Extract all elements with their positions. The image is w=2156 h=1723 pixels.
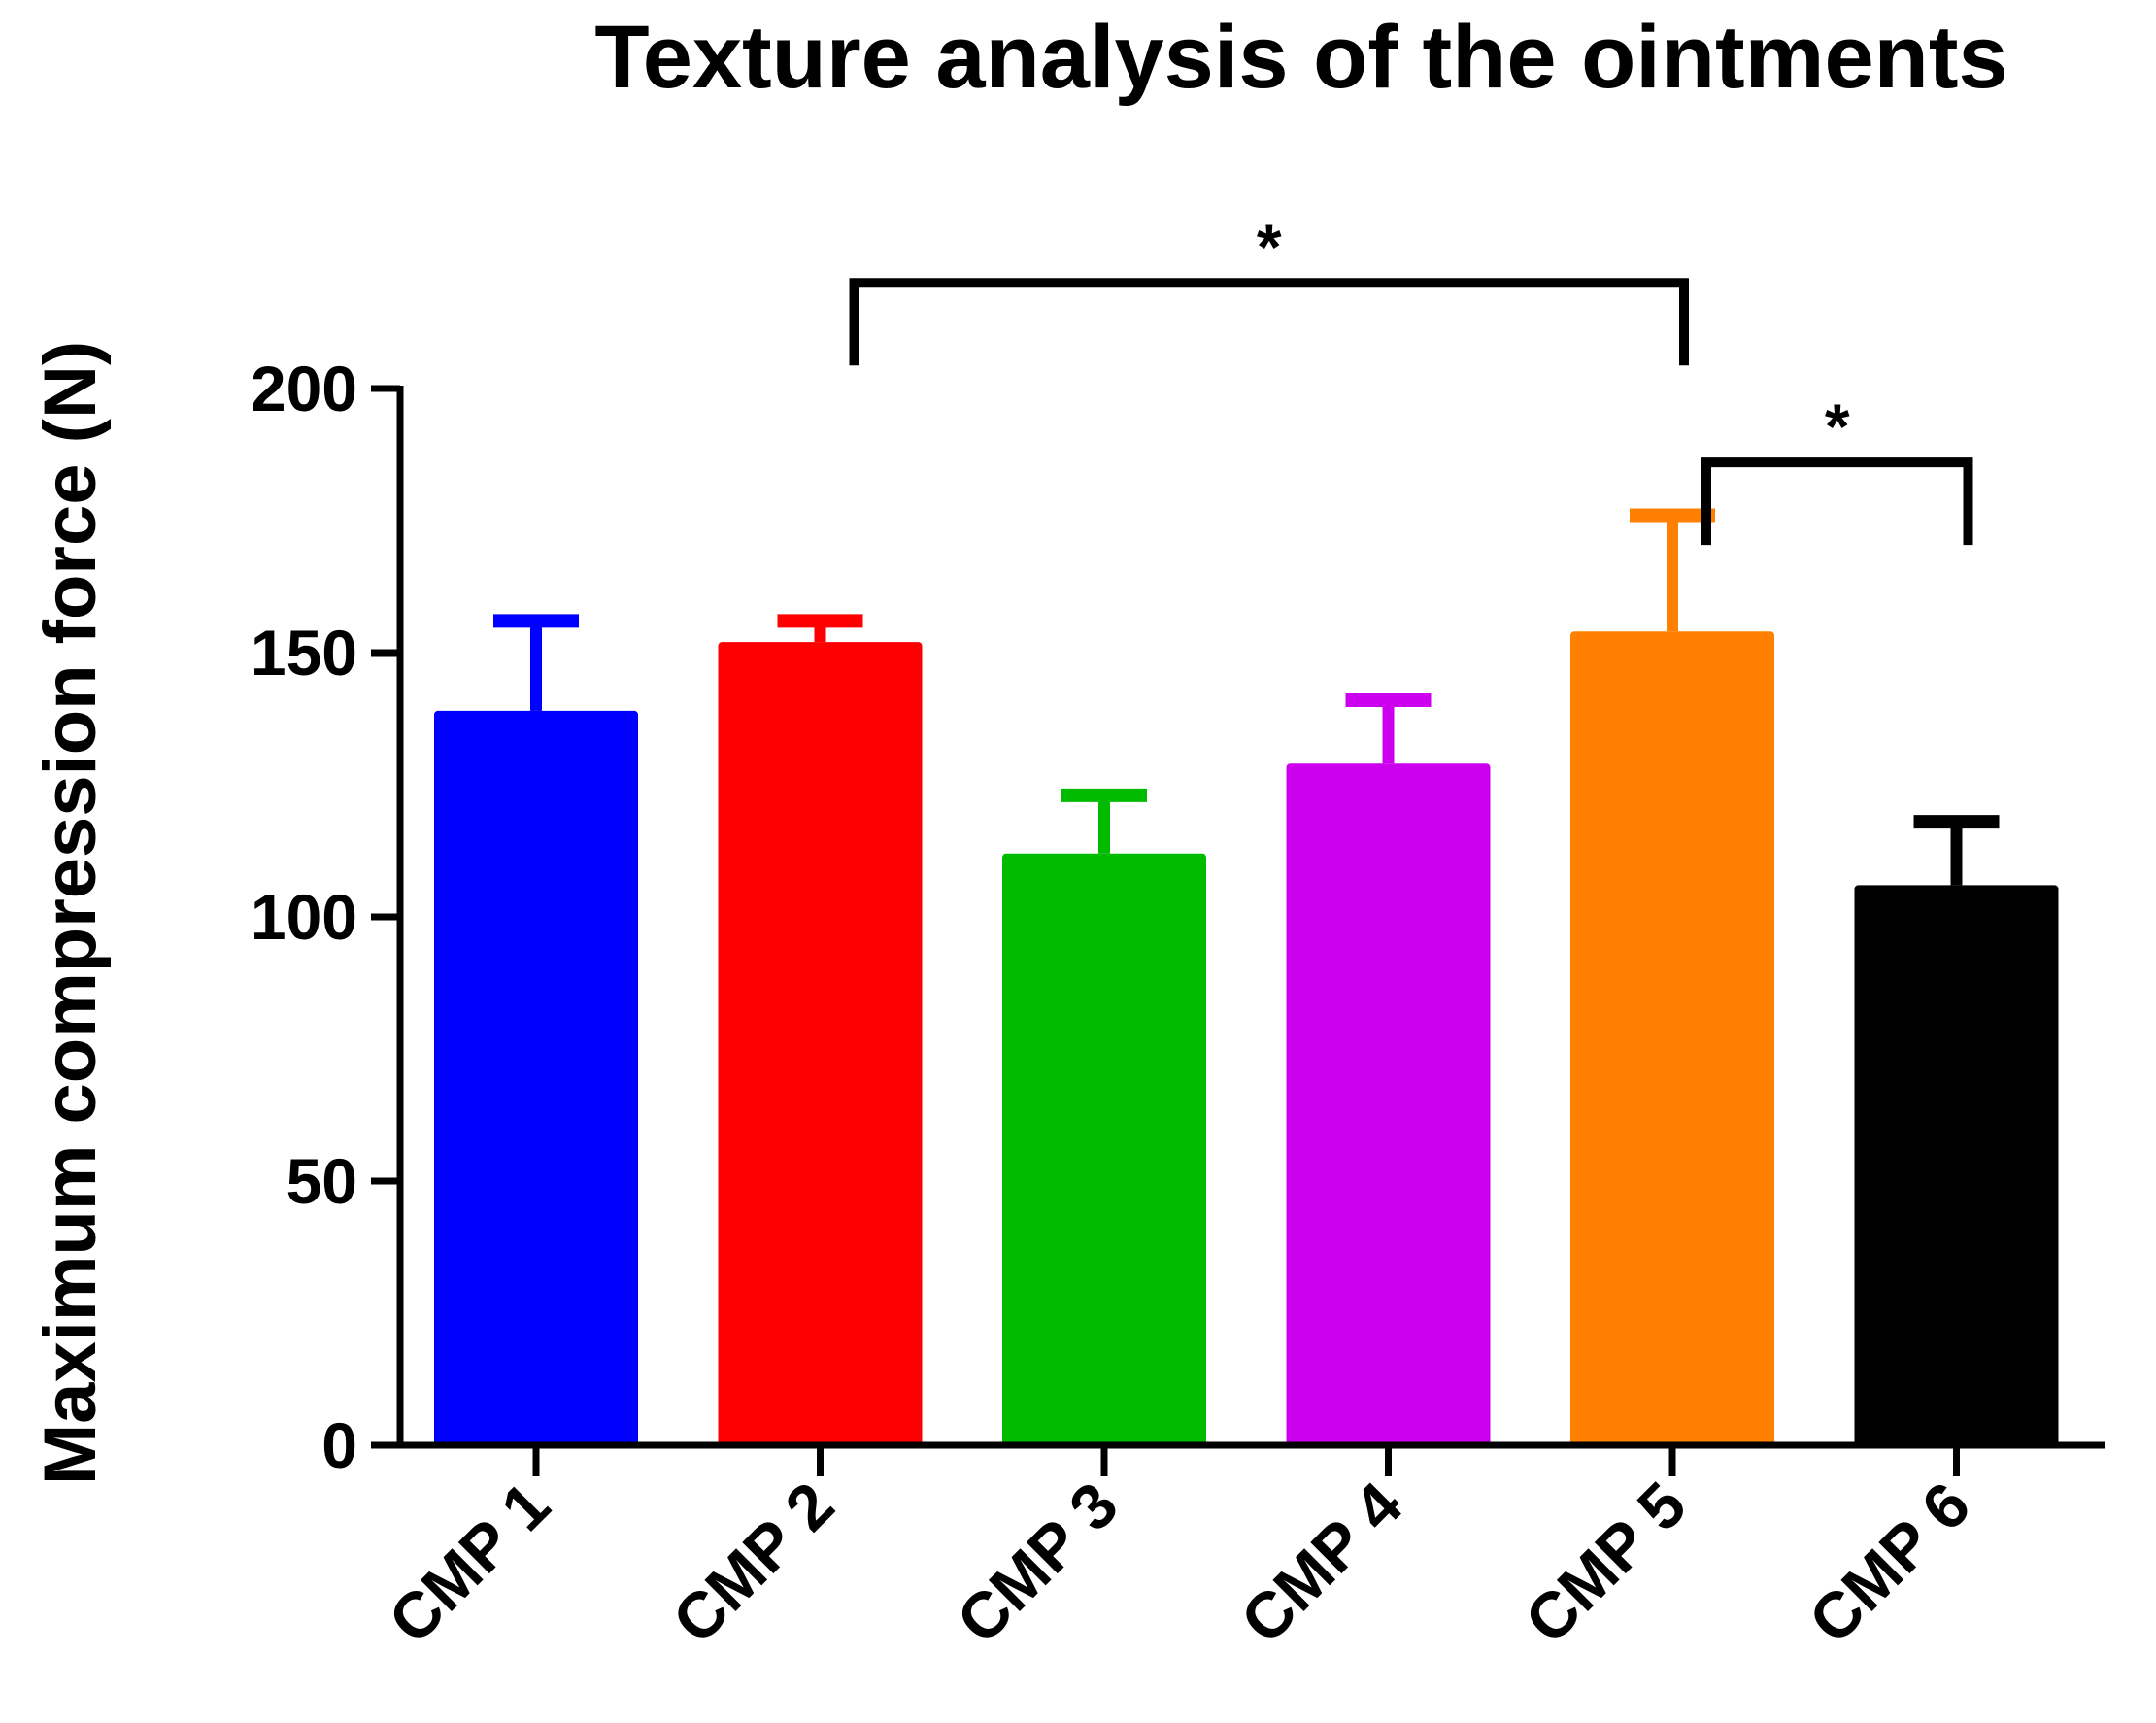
y-tick-label: 150 <box>251 617 357 689</box>
plot-area: 0 50 100 150 200 CMP 1 CMP 2 CMP 3 CMP 4 CMP 5 CMP… <box>251 211 2105 1657</box>
significance-marker: * <box>1825 390 1850 462</box>
x-tick-label: CMP 2 <box>658 1469 847 1657</box>
x-tick-label: CMP 1 <box>375 1469 563 1657</box>
y-tick-label: 100 <box>251 881 357 953</box>
bar <box>434 710 638 1445</box>
y-tick-label: 0 <box>321 1409 357 1481</box>
bar <box>1854 885 2059 1445</box>
x-tick-label: CMP 5 <box>1511 1469 1700 1657</box>
significance-bracket <box>849 278 1689 366</box>
y-axis-label: Maximum compression force (N) <box>29 341 112 1485</box>
bar <box>1002 853 1206 1445</box>
bar <box>718 642 923 1445</box>
y-tick-label: 200 <box>251 353 357 424</box>
x-tick-label: CMP 4 <box>1227 1468 1415 1656</box>
x-tick-label: CMP 6 <box>1795 1469 1983 1657</box>
chart-title: Texture analysis of the ointments <box>594 8 2007 107</box>
bar <box>1570 631 1774 1445</box>
y-tick-label: 50 <box>286 1145 357 1217</box>
significance-marker: * <box>1257 211 1282 283</box>
x-tick-label: CMP 3 <box>943 1469 1131 1657</box>
significance-bracket <box>1701 457 1973 546</box>
bar <box>1286 763 1491 1445</box>
